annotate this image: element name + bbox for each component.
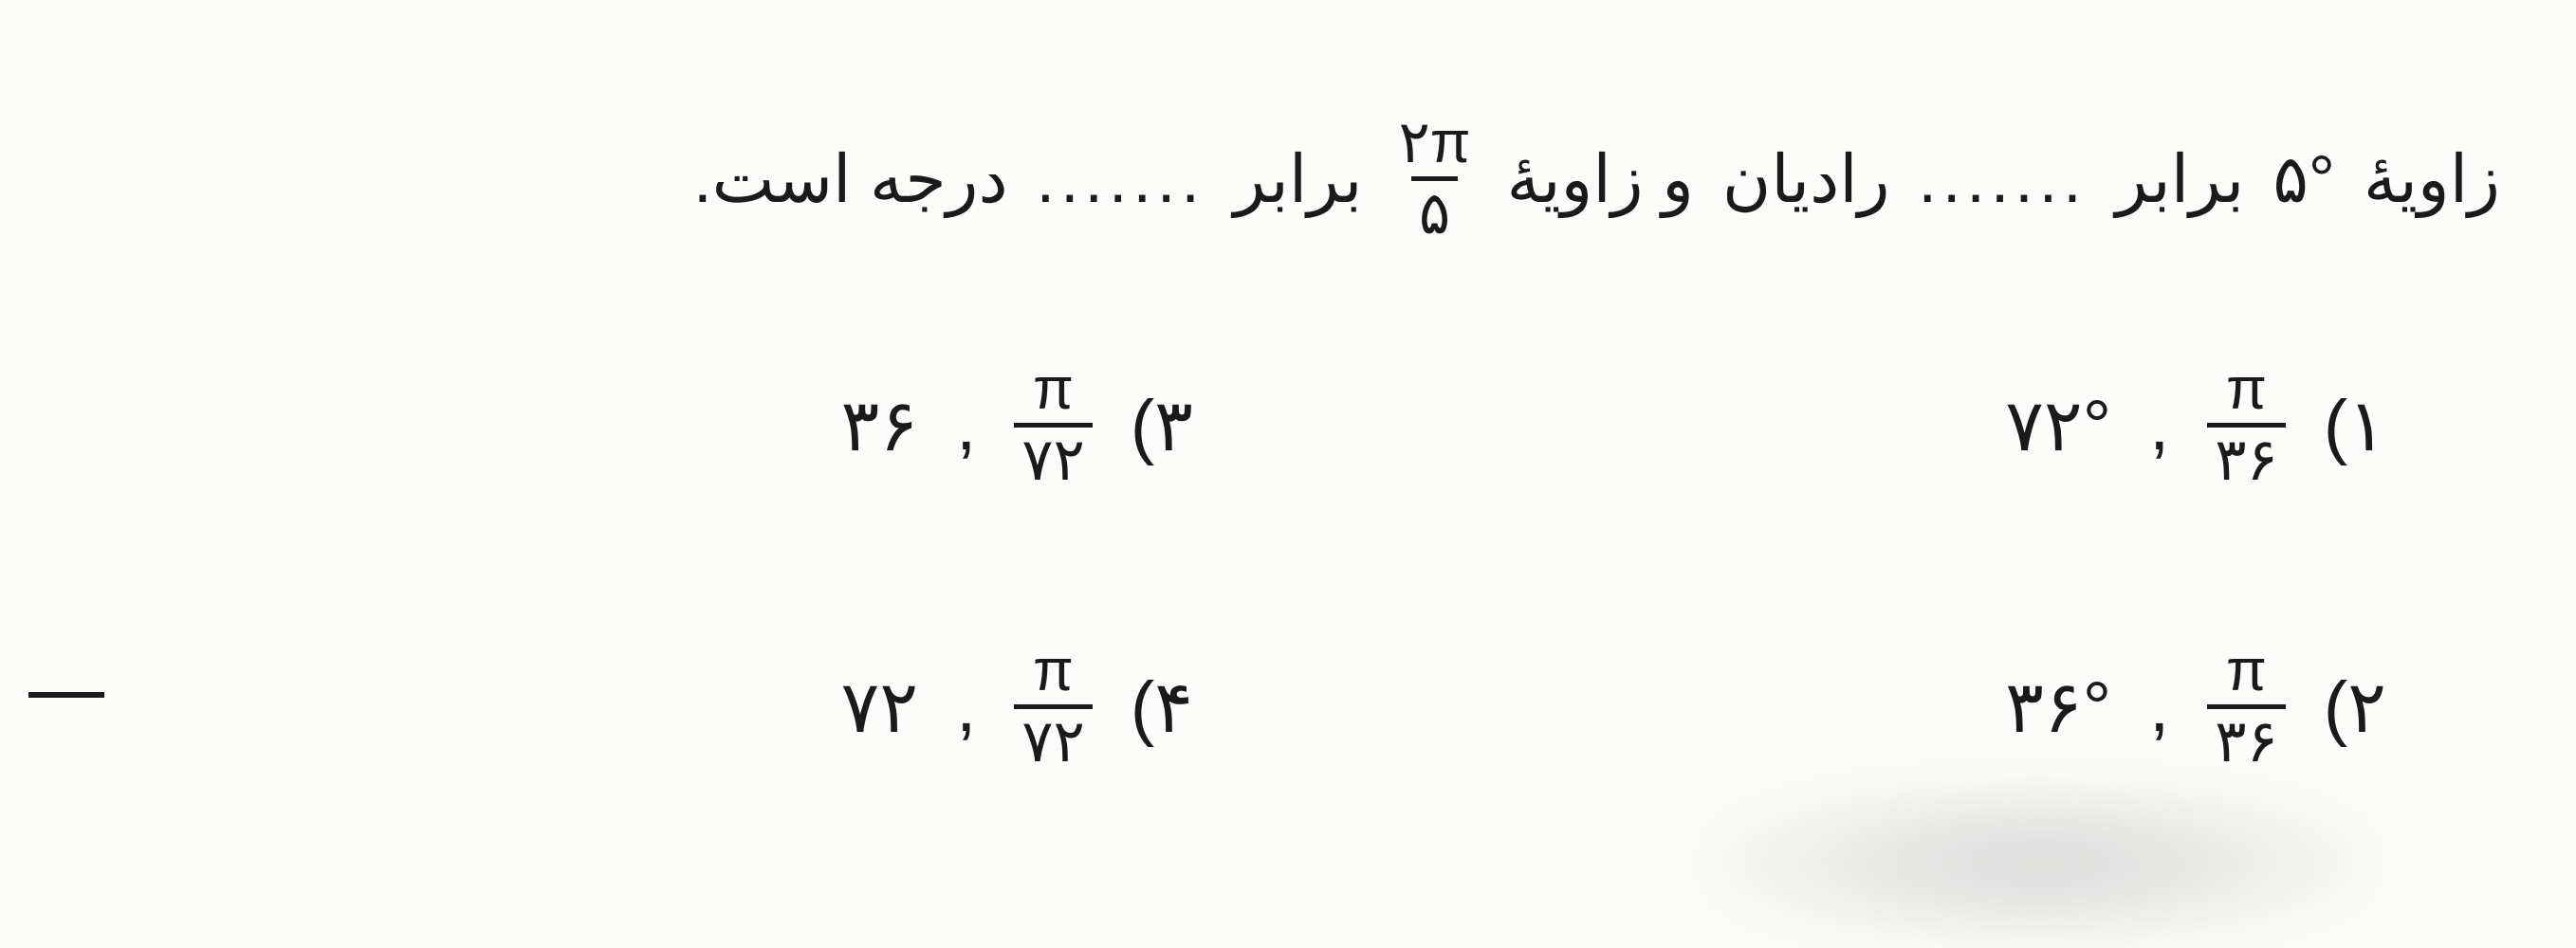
q-word-radian: رادیان xyxy=(1722,140,1890,218)
q-fraction-2pi5: ۲π ۵ xyxy=(1390,114,1478,244)
q-blank2: ....... xyxy=(1037,141,1205,217)
q-fraction-num: ۲π xyxy=(1390,114,1478,176)
option-4-den: ۷۲ xyxy=(1014,704,1093,772)
stray-dash-mark xyxy=(28,692,104,698)
option-3-den: ۷۲ xyxy=(1014,423,1093,490)
options-grid: ۱) π ۳۶ , ۷۲° ۳) π ۷۲ , ۳۶ ۲) π ۳۶ , ۳۶°… xyxy=(569,360,2386,772)
option-3-fraction: π ۷۲ xyxy=(1014,360,1093,490)
option-2-val: ۳۶° xyxy=(2005,665,2111,749)
option-4: ۴) π ۷۲ , ۷۲ xyxy=(569,642,1193,772)
option-2-sep: , xyxy=(2149,665,2169,748)
q-word-angle: زاویهٔ xyxy=(2364,140,2500,218)
option-1-num: π xyxy=(2218,360,2274,423)
q-word-degree-is: درجه است. xyxy=(693,140,1008,218)
option-4-label: ۴) xyxy=(1131,665,1193,749)
paper-smudge xyxy=(1707,777,2371,948)
q-fraction-den: ۵ xyxy=(1411,176,1458,244)
option-3: ۳) π ۷۲ , ۳۶ xyxy=(569,360,1193,490)
q-word-and-angle: و زاویهٔ xyxy=(1507,140,1694,218)
option-2-num: π xyxy=(2218,642,2274,704)
option-1-val: ۷۲° xyxy=(2005,383,2111,467)
option-3-val: ۳۶ xyxy=(840,383,918,467)
option-2-den: ۳۶ xyxy=(2207,704,2286,772)
option-4-fraction: π ۷۲ xyxy=(1014,642,1093,772)
option-4-num: π xyxy=(1025,642,1081,704)
option-1-fraction: π ۳۶ xyxy=(2207,360,2286,490)
option-3-num: π xyxy=(1025,360,1081,423)
option-1-sep: , xyxy=(2149,384,2169,466)
option-2: ۲) π ۳۶ , ۳۶° xyxy=(1762,642,2386,772)
q-value-5deg: ۵° xyxy=(2272,140,2335,218)
option-4-sep: , xyxy=(956,665,976,748)
option-3-label: ۳) xyxy=(1131,383,1193,467)
option-1-den: ۳۶ xyxy=(2207,423,2286,490)
option-1-label: ۱) xyxy=(2324,383,2386,467)
question-line: زاویهٔ ۵° برابر ....... رادیان و زاویهٔ … xyxy=(38,114,2500,244)
q-blank1: ....... xyxy=(1919,141,2088,217)
option-2-fraction: π ۳۶ xyxy=(2207,642,2286,772)
option-4-val: ۷۲ xyxy=(840,665,918,749)
option-3-sep: , xyxy=(956,384,976,466)
option-1: ۱) π ۳۶ , ۷۲° xyxy=(1762,360,2386,490)
q-word-equals2: برابر xyxy=(1234,140,1363,218)
option-2-label: ۲) xyxy=(2324,665,2386,749)
q-word-equals1: برابر xyxy=(2116,140,2245,218)
